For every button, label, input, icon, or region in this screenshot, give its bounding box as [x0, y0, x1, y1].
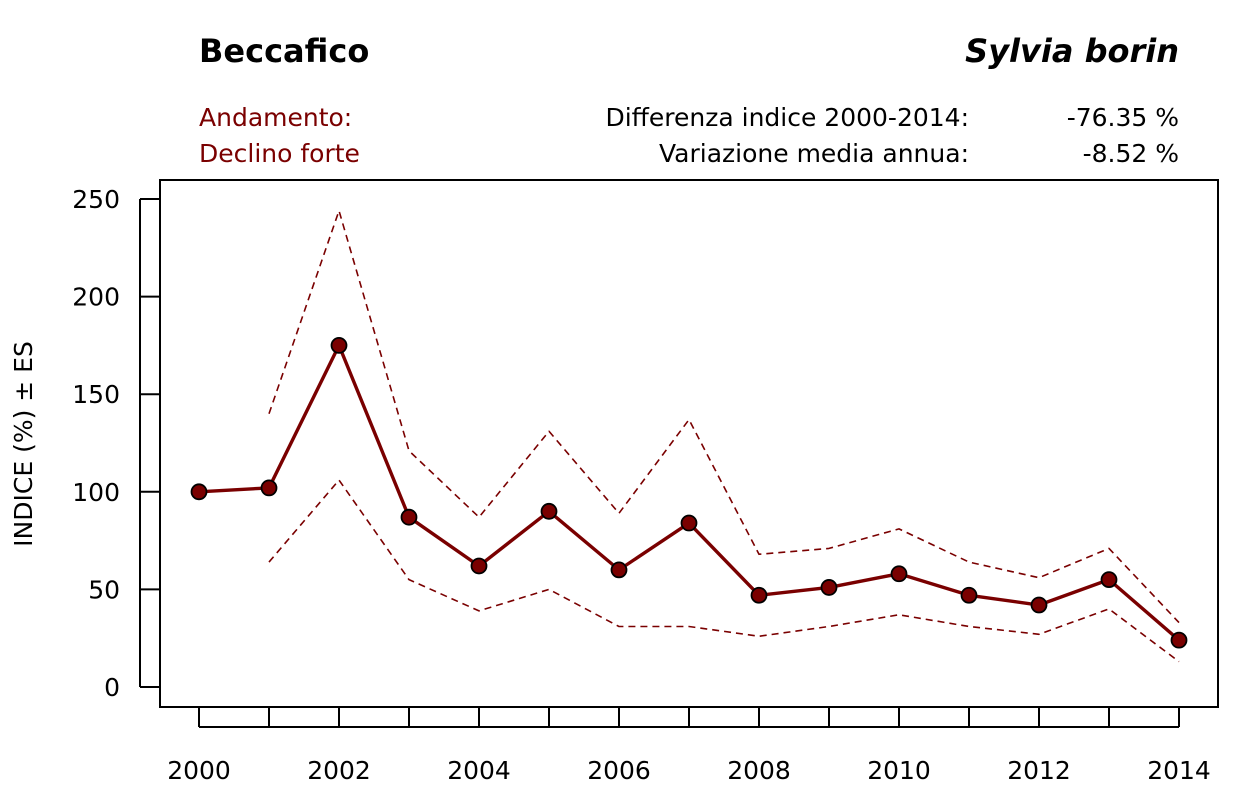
x-tick-label-2004: 2004 — [447, 756, 511, 785]
data-point-2003 — [400, 508, 418, 526]
annual-variation-value: -8.52 % — [1082, 139, 1179, 168]
y-tick-label-200: 200 — [72, 283, 120, 312]
trend-value: Declino forte — [199, 139, 360, 168]
scientific-name-title: Sylvia borin — [965, 32, 1179, 70]
index-difference-value: -76.35 % — [1066, 103, 1179, 132]
x-tick-label-2014: 2014 — [1147, 756, 1211, 785]
trend-label: Andamento: — [199, 103, 353, 132]
x-tick-label-2006: 2006 — [587, 756, 651, 785]
y-tick-label-250: 250 — [72, 185, 120, 214]
data-point-2001 — [260, 479, 278, 497]
data-point-2004 — [470, 557, 488, 575]
y-tick-label-100: 100 — [72, 478, 120, 507]
upper-error-line — [268, 209, 1180, 624]
data-point-2009 — [820, 579, 838, 596]
lower-error-line — [268, 479, 1180, 663]
data-point-2011 — [960, 586, 978, 604]
y-tick-label-150: 150 — [72, 380, 120, 409]
y-tick-label-50: 50 — [88, 575, 120, 604]
x-tick-label-2012: 2012 — [1007, 756, 1071, 785]
y-axis: 0 50 100 150 200 250 — [72, 185, 160, 702]
x-tick-label-2002: 2002 — [307, 756, 371, 785]
data-point-2002 — [330, 336, 348, 354]
data-point-2006 — [610, 561, 628, 579]
data-point-2007 — [680, 514, 698, 532]
index-line — [198, 343, 1181, 642]
data-point-2013 — [1100, 571, 1118, 589]
annual-variation-label: Variazione media annua: — [659, 139, 969, 168]
index-difference-label: Differenza indice 2000-2014: — [605, 103, 969, 132]
data-point-2012 — [1030, 596, 1048, 614]
y-tick-label-0: 0 — [104, 673, 120, 702]
y-axis-label: INDICE (%) ± ES — [9, 341, 38, 547]
x-tick-label-2000: 2000 — [167, 756, 231, 785]
plot-frame — [159, 179, 1219, 708]
data-point-2000 — [190, 483, 208, 501]
data-point-2010 — [890, 565, 908, 583]
data-point-2014 — [1170, 631, 1188, 649]
data-point-2005 — [540, 502, 558, 520]
common-name-title: Beccafico — [199, 32, 370, 70]
x-axis: 2000 2002 2004 2006 2008 2010 2012 2014 — [167, 707, 1211, 785]
x-tick-label-2010: 2010 — [867, 756, 931, 785]
data-point-2008 — [750, 586, 768, 604]
x-tick-label-2008: 2008 — [727, 756, 791, 785]
